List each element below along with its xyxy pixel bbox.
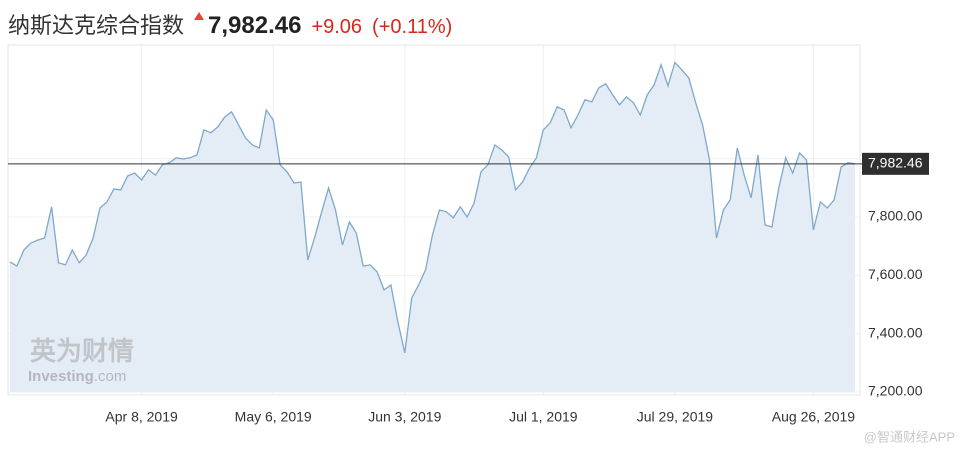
last-price-box [862, 152, 929, 175]
watermark-en-suffix: .com [94, 368, 127, 385]
watermark-cn: 英为财情 [30, 336, 134, 366]
last-price-label: 7,982.46 [868, 155, 923, 171]
x-tick-label: Aug 26, 2019 [772, 409, 856, 425]
plot-frame [7, 44, 861, 396]
corner-watermark: @智通财经APP [864, 429, 955, 444]
change-pct: (+0.11%) [372, 16, 453, 38]
up-arrow [194, 12, 205, 20]
y-tick-label: 7,400.00 [868, 324, 923, 340]
header: 纳斯达克综合指数 7,982.46 +9.06 (+0.11%) [8, 8, 452, 40]
change: +9.06 [311, 16, 363, 38]
x-tick-label: Jul 1, 2019 [509, 409, 578, 425]
watermark-en: Investing.com [28, 368, 126, 385]
price-line [9, 61, 856, 354]
index-title: 纳斯达克综合指数 [8, 13, 185, 38]
area-fill [10, 62, 855, 392]
x-tick-label: Jul 29, 2019 [637, 409, 713, 425]
x-tick-label: Apr 8, 2019 [105, 409, 178, 425]
price: 7,982.46 [208, 12, 302, 39]
watermark-en-main: Investing [28, 368, 94, 385]
x-tick-label: May 6, 2019 [235, 409, 312, 425]
x-tick-label: Jun 3, 2019 [368, 409, 441, 425]
y-tick-label: 7,600.00 [868, 266, 923, 282]
y-tick-label: 7,800.00 [868, 208, 923, 224]
y-tick-label: 7,200.00 [868, 383, 923, 399]
